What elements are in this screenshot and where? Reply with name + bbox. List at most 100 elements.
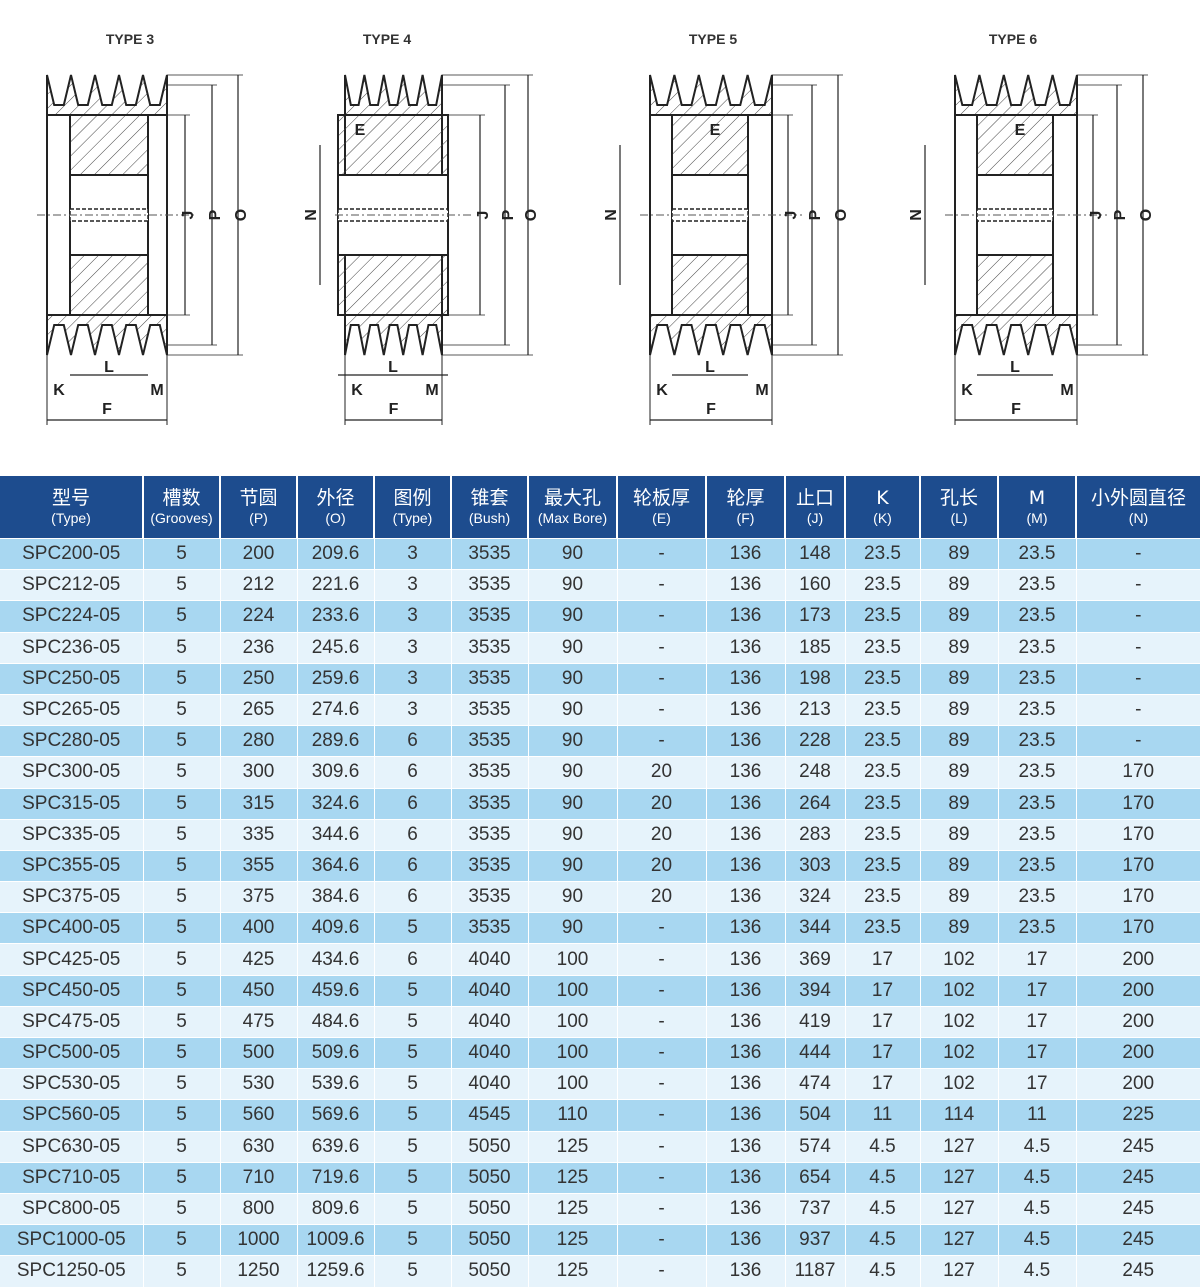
table-cell: 23.5 — [997, 662, 1076, 695]
table-cell: 170 — [1075, 787, 1200, 820]
table-cell: 1187 — [784, 1255, 845, 1287]
table-cell: 136 — [705, 1099, 785, 1132]
table-cell: 6 — [373, 725, 451, 757]
column-header-en: (P) — [249, 510, 268, 526]
column-header-cn: 型号 — [51, 487, 90, 510]
table-cell: 100 — [527, 974, 617, 1007]
table-cell: - — [1075, 725, 1200, 757]
table-cell: 375 — [219, 881, 297, 913]
table-cell: 173 — [784, 600, 845, 633]
table-cell: 90 — [527, 881, 617, 913]
table-cell: 530 — [219, 1068, 297, 1100]
table-row: SPC710-05 5 710 719.6 5 5050 125-136 654 4.5 127 4… — [0, 1161, 1200, 1194]
table-cell: 3535 — [450, 662, 528, 695]
table-cell: SPC1250-05 — [0, 1255, 143, 1287]
table-cell: 5 — [373, 1192, 451, 1225]
table-cell: 23.5 — [844, 537, 920, 570]
table-cell: - — [616, 1255, 706, 1287]
table-cell: 300 — [219, 756, 297, 788]
table-cell: 23.5 — [844, 631, 920, 664]
table-cell: 5 — [142, 725, 220, 757]
table-cell: 200 — [1075, 943, 1200, 976]
table-cell: - — [616, 1068, 706, 1100]
dimension-label-n: N — [303, 209, 320, 221]
dimension-label-o: O — [1138, 209, 1155, 221]
table-cell: 89 — [919, 787, 998, 820]
table-cell: 5 — [142, 1192, 220, 1225]
table-cell: - — [616, 1161, 706, 1194]
table-cell: 3535 — [450, 881, 528, 913]
table-cell: 89 — [919, 662, 998, 695]
table-cell: 509.6 — [296, 1036, 374, 1069]
table-cell: 89 — [919, 818, 998, 851]
table-cell: - — [1075, 662, 1200, 695]
table-cell: 125 — [527, 1224, 617, 1256]
table-cell: 5 — [142, 569, 220, 601]
table-cell: SPC355-05 — [0, 849, 143, 882]
table-cell: 434.6 — [296, 943, 374, 976]
table-cell: SPC500-05 — [0, 1036, 143, 1069]
table-cell: 127 — [919, 1192, 998, 1225]
table-cell: - — [616, 1130, 706, 1163]
column-header: 止口 (J) — [784, 476, 845, 539]
column-header: 小外圆直径 (N) — [1075, 476, 1200, 539]
table-cell: 89 — [919, 756, 998, 788]
table-cell: 17 — [997, 943, 1076, 976]
table-cell: 136 — [705, 693, 785, 726]
table-cell: 569.6 — [296, 1099, 374, 1132]
column-header-cn: 槽数 — [162, 487, 201, 510]
hub-top — [69, 114, 149, 176]
table-cell: 23.5 — [997, 912, 1076, 944]
table-row: SPC425-05 5 425 434.6 6 4040 100-136 369 17 102 17… — [0, 943, 1200, 976]
table-row: SPC224-05 5 224 233.6 3 3535 90-136 173 23.5 89 23… — [0, 600, 1200, 633]
table-cell: 136 — [705, 600, 785, 633]
table-cell: - — [616, 974, 706, 1007]
column-header: 轮厚 (F) — [705, 476, 785, 539]
table-row: SPC475-05 5 475 484.6 5 4040 100-136 419 17 102 17… — [0, 1005, 1200, 1038]
dimension-label-p: P — [1112, 209, 1129, 220]
table-cell: SPC530-05 — [0, 1068, 143, 1100]
table-header-row: 型号 (Type) 槽数 (Grooves) 节圆 (P) 外径 (O) 图例 (Type) 锥套(… — [0, 476, 1200, 539]
table-cell: - — [616, 693, 706, 726]
table-cell: - — [616, 943, 706, 976]
table-cell: - — [616, 1005, 706, 1038]
table-cell: 198 — [784, 662, 845, 695]
column-header-cn: 外径 — [316, 487, 355, 510]
table-cell: 5 — [142, 912, 220, 944]
table-cell: SPC630-05 — [0, 1130, 143, 1163]
table-cell: - — [616, 631, 706, 664]
table-cell: 23.5 — [997, 725, 1076, 757]
dimension-label-j: J — [475, 211, 492, 220]
table-cell: 4040 — [450, 974, 528, 1007]
table-cell: - — [1075, 600, 1200, 633]
table-cell: 90 — [527, 849, 617, 882]
table-cell: 369 — [784, 943, 845, 976]
table-cell: 148 — [784, 537, 845, 570]
dimension-label-f: F — [389, 401, 399, 418]
table-cell: 23.5 — [844, 881, 920, 913]
table-row: SPC800-05 5 800 809.6 5 5050 125-136 737 4.5 127 4… — [0, 1192, 1200, 1225]
table-cell: SPC224-05 — [0, 600, 143, 633]
table-row: SPC1000-05 5 1000 1009.6 5 5050 125-136 937 4.5 1… — [0, 1224, 1200, 1256]
column-header: 节圆 (P) — [219, 476, 297, 539]
table-cell: 5 — [142, 818, 220, 851]
table-cell: SPC265-05 — [0, 693, 143, 726]
table-cell: 4.5 — [997, 1161, 1076, 1194]
table-cell: 136 — [705, 943, 785, 976]
table-cell: 3 — [373, 662, 451, 695]
table-cell: 419 — [784, 1005, 845, 1038]
table-cell: 5 — [373, 1130, 451, 1163]
table-cell: 335 — [219, 818, 297, 851]
table-cell: 4.5 — [844, 1161, 920, 1194]
table-cell: 23.5 — [997, 693, 1076, 726]
table-cell: 5 — [373, 1005, 451, 1038]
table-row: SPC355-05 5 355 364.6 6 3535 90 20 136 303 23.5 89 2… — [0, 849, 1200, 882]
table-cell: 90 — [527, 600, 617, 633]
table-cell: 5050 — [450, 1192, 528, 1225]
table-row: SPC400-05 5 400 409.6 5 3535 90-136 344 23.5 89 23… — [0, 912, 1200, 944]
table-cell: 102 — [919, 943, 998, 976]
table-cell: SPC375-05 — [0, 881, 143, 913]
table-cell: 136 — [705, 849, 785, 882]
table-cell: 102 — [919, 1036, 998, 1069]
table-cell: 136 — [705, 1192, 785, 1225]
